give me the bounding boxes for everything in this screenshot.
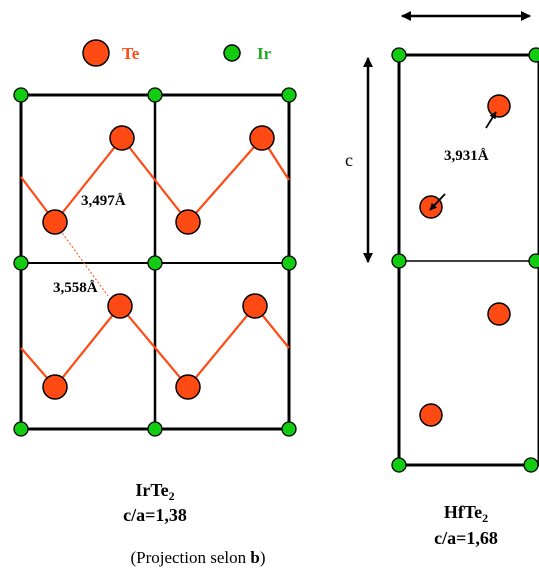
irte2-formula-main: IrTe	[135, 480, 168, 500]
irte2-ir-atom	[281, 421, 297, 437]
irte2-te-atom	[42, 209, 68, 235]
hfte2-metal-atom	[391, 47, 407, 63]
irte2-ir-atom	[281, 87, 297, 103]
hfte2-te-atom	[487, 94, 511, 118]
hfte2-te-atom	[419, 403, 443, 427]
hfte2-formula-subscript: 2	[482, 511, 488, 525]
hfte2-metal-atom	[391, 457, 407, 473]
caption-axis: b	[250, 548, 259, 567]
hfte2-metal-atom	[391, 253, 407, 269]
hfte2-ratio: c/a=1,68	[434, 528, 498, 548]
hfte2-structure: c 3,931Å	[345, 11, 539, 473]
hfte2-formula: HfTe2	[444, 502, 488, 525]
irte2-distance-short-label: 3,497Å	[81, 193, 126, 209]
hfte2-metal-atom	[528, 47, 539, 63]
hfte2-distance-pointer-bottom	[429, 193, 446, 211]
irte2-ir-atom	[13, 87, 29, 103]
irte2-structure: 3,497Å 3,558Å	[13, 87, 297, 437]
irte2-te-atom	[109, 125, 135, 151]
irte2-te-atom	[242, 293, 268, 319]
projection-caption: (Projection selon b)	[130, 548, 265, 567]
hfte2-cell-frame	[397, 53, 539, 467]
hfte2-c-axis-label: c	[345, 150, 353, 170]
irte2-formula-subscript: 2	[169, 489, 175, 503]
hfte2-metal-atom	[528, 253, 539, 269]
irte2-ir-atom	[13, 255, 29, 271]
irte2-ir-atom	[13, 421, 29, 437]
irte2-ir-atom	[281, 255, 297, 271]
hfte2-distance-pointer-top	[485, 111, 497, 129]
legend-te-label: Te	[122, 44, 140, 63]
caption-suffix: )	[260, 548, 266, 567]
legend-te-atom-icon	[82, 39, 110, 67]
caption-prefix: (Projection selon	[130, 548, 250, 567]
irte2-ir-atom	[147, 421, 163, 437]
irte2-ir-atom	[147, 255, 163, 271]
hfte2-te-atom	[487, 302, 511, 326]
irte2-te-atom	[175, 374, 201, 400]
irte2-te-atom	[42, 374, 68, 400]
irte2-distance-long-label: 3,558Å	[53, 280, 98, 296]
hfte2-te-atom	[419, 195, 443, 219]
irte2-interlayer-contact	[59, 229, 109, 297]
hfte2-formula-main: HfTe	[444, 502, 482, 522]
irte2-ratio: c/a=1,38	[123, 505, 187, 525]
legend-ir-label: Ir	[257, 44, 272, 63]
irte2-te-atom	[249, 125, 275, 151]
legend-ir-atom-icon	[223, 44, 241, 62]
irte2-te-atom	[175, 209, 201, 235]
irte2-te-atom	[107, 293, 133, 319]
legend: Te Ir	[82, 39, 272, 67]
irte2-ir-atom	[147, 87, 163, 103]
hfte2-distance-label: 3,931Å	[444, 148, 489, 164]
hfte2-metal-atom	[523, 457, 539, 473]
irte2-formula: IrTe2	[135, 480, 174, 503]
